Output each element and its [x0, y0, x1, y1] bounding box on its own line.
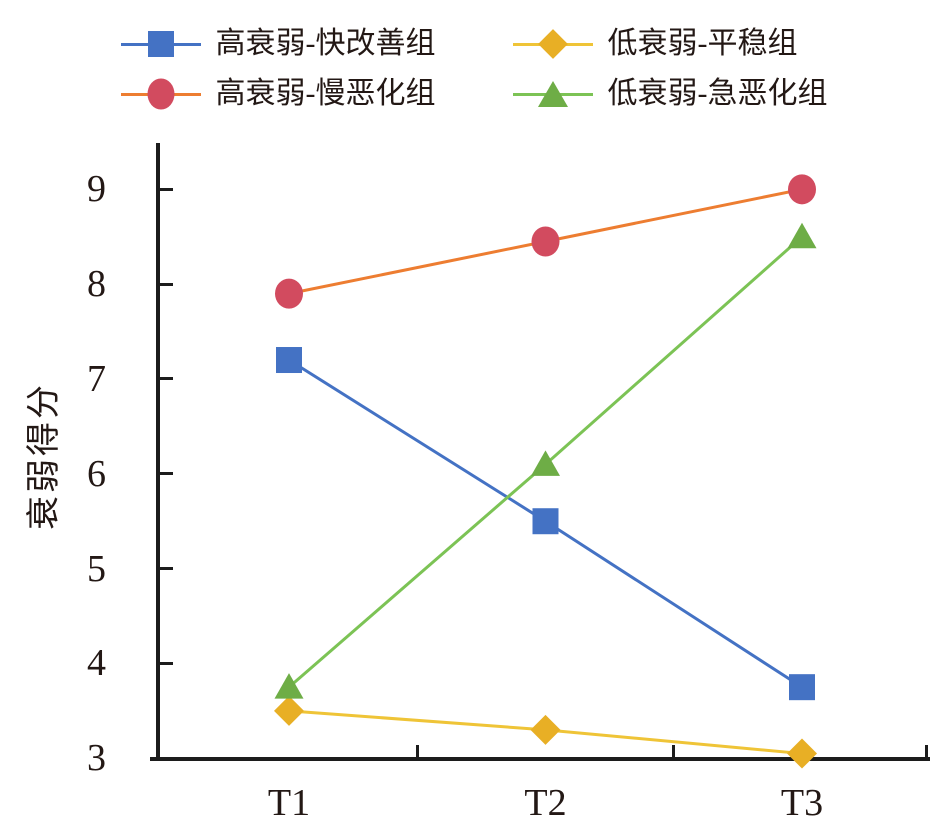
y-axis-tick — [160, 377, 173, 381]
x-axis-tick — [672, 745, 675, 757]
y-tick-label: 6 — [87, 452, 106, 495]
legend-marker-square-icon — [147, 31, 174, 57]
data-point-diamond — [274, 695, 304, 726]
data-point-diamond — [787, 738, 817, 769]
chart-legend: 高衰弱-快改善组 低衰弱-平稳组 高衰弱-慢恶化组 低衰弱-急恶化组 — [0, 26, 951, 112]
x-axis-tick — [924, 745, 928, 757]
y-tick-label: 5 — [87, 547, 106, 590]
data-point-triangle — [274, 673, 304, 699]
y-tick-label: 3 — [87, 737, 106, 780]
y-axis-line — [156, 143, 160, 761]
legend-label: 低衰弱-平稳组 — [607, 27, 798, 60]
y-axis-tick — [160, 282, 173, 286]
legend-sample — [512, 76, 593, 112]
legend-item-low-frailty-rapid-deterioration: 低衰弱-急恶化组 — [512, 76, 831, 112]
y-axis-tick — [160, 187, 173, 191]
legend-label: 高衰弱-快改善组 — [215, 27, 436, 60]
y-tick-label: 8 — [87, 263, 106, 306]
x-axis-tick — [415, 745, 419, 757]
legend-label: 高衰弱-慢恶化组 — [215, 77, 436, 110]
data-point-circle — [531, 226, 560, 257]
data-point-square — [532, 508, 559, 535]
data-point-triangle — [787, 222, 817, 249]
y-tick-label: 4 — [87, 642, 106, 685]
data-point-square — [789, 674, 815, 701]
y-tick-label: 9 — [87, 168, 106, 211]
y-axis-tick — [160, 472, 173, 476]
legend-item-high-frailty-slow-deterioration: 高衰弱-慢恶化组 — [120, 76, 477, 112]
legend-item-high-frailty-fast-improvement: 高衰弱-快改善组 — [120, 26, 477, 62]
x-tick-label: T2 — [524, 782, 567, 824]
legend-sample — [120, 26, 201, 62]
legend-marker-triangle-icon — [537, 81, 568, 107]
legend-item-low-frailty-stable: 低衰弱-平稳组 — [512, 26, 831, 62]
data-point-circle — [788, 174, 816, 205]
x-tick-label: T1 — [267, 782, 311, 824]
data-point-square — [276, 347, 302, 374]
data-point-diamond — [530, 714, 561, 745]
y-axis-tick — [160, 661, 173, 665]
y-axis-tick — [160, 567, 173, 571]
legend-sample — [120, 76, 201, 112]
x-tick-label: T3 — [780, 782, 824, 824]
data-point-circle — [275, 278, 303, 309]
x-axis-line — [150, 757, 930, 761]
legend-label: 低衰弱-急恶化组 — [607, 77, 828, 110]
legend-sample — [512, 26, 593, 62]
data-point-triangle — [531, 450, 560, 476]
legend-marker-circle-icon — [147, 78, 174, 110]
y-tick-label: 7 — [87, 357, 106, 400]
